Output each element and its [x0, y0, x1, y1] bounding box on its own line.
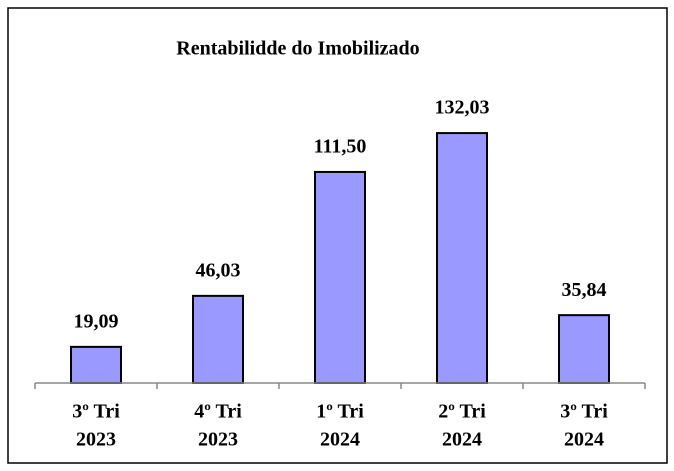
x-tick-label: 1º Tri: [316, 401, 364, 423]
x-tick-label: 3º Tri: [560, 401, 608, 423]
x-tick-label: 2º Tri: [438, 401, 486, 423]
x-tick-label: 2023: [198, 429, 238, 451]
bar: [70, 345, 122, 384]
bar: [436, 132, 488, 384]
bar: [314, 170, 366, 384]
bar: [192, 294, 244, 385]
chart-title: Rentabilidde do Imobilizado: [176, 38, 419, 60]
x-tick-label: 4º Tri: [194, 401, 242, 423]
value-label: 132,03: [435, 97, 490, 119]
value-label: 111,50: [314, 136, 367, 158]
value-label: 35,84: [562, 279, 607, 301]
bar: [558, 314, 610, 384]
x-tick-label: 2024: [442, 429, 482, 451]
x-tick-label: 3º Tri: [72, 401, 120, 423]
x-tick-label: 2024: [564, 429, 604, 451]
value-label: 46,03: [196, 259, 241, 281]
value-label: 19,09: [74, 310, 119, 332]
x-tick-label: 2023: [76, 429, 116, 451]
x-tick-label: 2024: [320, 429, 360, 451]
